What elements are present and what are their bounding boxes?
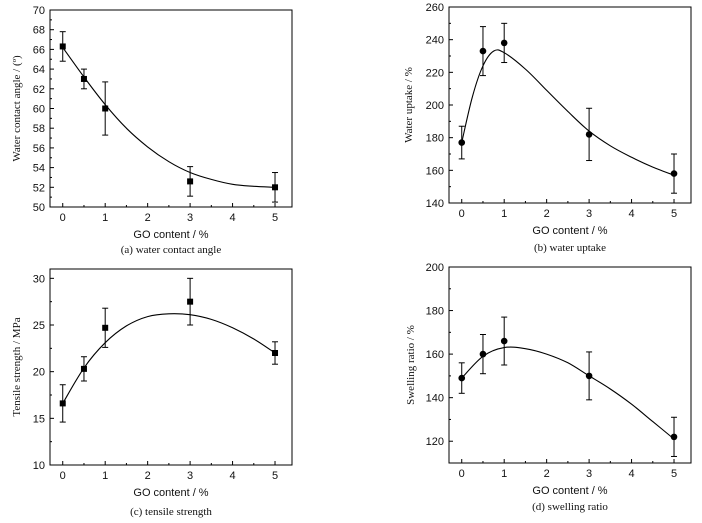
x-tick-label: 1 <box>102 470 108 482</box>
data-point <box>272 184 279 191</box>
data-point <box>458 374 466 382</box>
panel-caption: (c) tensile strength <box>130 506 212 518</box>
x-tick-label: 5 <box>272 212 278 224</box>
panel-caption: (d) swelling ratio <box>532 501 608 513</box>
y-tick-label: 160 <box>426 165 444 177</box>
y-tick-label: 240 <box>426 35 444 47</box>
x-tick-label: 2 <box>145 212 151 224</box>
y-tick-label: 54 <box>33 163 45 175</box>
y-tick-label: 200 <box>426 262 444 274</box>
y-tick-label: 70 <box>33 5 45 17</box>
y-tick-label: 60 <box>33 104 45 116</box>
y-tick-label: 68 <box>33 25 45 37</box>
plot-frame <box>448 266 692 464</box>
data-point <box>458 139 466 146</box>
y-tick-label: 10 <box>33 460 45 472</box>
data-point <box>500 337 508 345</box>
y-tick-label: 58 <box>33 123 45 135</box>
data-point <box>670 433 678 441</box>
y-tick-label: 180 <box>426 133 444 145</box>
y-tick-label: 64 <box>33 64 45 76</box>
x-tick-label: 0 <box>60 212 66 224</box>
y-tick-label: 30 <box>33 273 45 285</box>
y-tick-label: 140 <box>426 393 444 405</box>
y-tick-label: 56 <box>33 143 45 155</box>
data-point <box>187 178 194 185</box>
x-tick-label: 3 <box>187 470 193 482</box>
y-tick-label: 140 <box>426 198 444 210</box>
x-tick-label: 3 <box>187 212 193 224</box>
fit-curve <box>62 313 276 404</box>
y-tick-label: 200 <box>426 100 444 112</box>
data-point <box>102 324 109 331</box>
data-point <box>59 400 66 407</box>
y-tick-label: 180 <box>426 306 444 318</box>
plot-frame <box>49 9 293 208</box>
x-tick-label: 1 <box>501 468 507 480</box>
x-tick-label: 3 <box>586 208 592 220</box>
x-tick-label: 1 <box>501 208 507 220</box>
x-tick-label: 1 <box>102 212 108 224</box>
x-tick-label: 2 <box>145 470 151 482</box>
x-tick-label: 2 <box>544 468 550 480</box>
y-tick-label: 62 <box>33 84 45 96</box>
x-tick-label: 2 <box>544 208 550 220</box>
x-tick-label: 5 <box>671 468 677 480</box>
data-point <box>585 131 593 138</box>
y-tick-label: 120 <box>426 436 444 448</box>
data-point <box>102 105 109 112</box>
data-point <box>272 350 279 356</box>
chart-panel-3: 0 1 2 3 4 5 120 140 160 180 200 GO content / % Swell… <box>405 262 692 513</box>
panel-caption: (a) water contact angle <box>121 244 222 256</box>
y-tick-label: 66 <box>33 44 45 56</box>
x-tick-label: 0 <box>459 468 465 480</box>
x-tick-label: 3 <box>586 468 592 480</box>
y-axis-label: Tensile strength / MPa <box>11 317 23 416</box>
chart-panel-0: 0 1 2 3 4 5 50 52 54 56 58 60 62 64 66 68 70 GO content /… <box>11 5 293 256</box>
data-point <box>670 170 678 177</box>
y-axis-label: Water uptake / % <box>403 67 415 143</box>
data-point <box>479 47 487 55</box>
y-tick-label: 25 <box>33 320 45 332</box>
plot-frame <box>448 6 692 204</box>
x-tick-label: 4 <box>229 470 235 482</box>
x-axis-label: GO content / % <box>133 229 208 241</box>
data-point <box>479 350 487 358</box>
data-point <box>80 365 87 372</box>
fit-curve <box>461 346 675 440</box>
x-tick-label: 0 <box>459 208 465 220</box>
plot-frame <box>49 268 293 466</box>
fit-curve <box>461 49 675 176</box>
panel-caption: (b) water uptake <box>534 242 606 254</box>
fit-curve <box>62 47 276 188</box>
x-tick-label: 5 <box>272 470 278 482</box>
x-tick-label: 4 <box>628 468 634 480</box>
chart-panel-2: 0 1 2 3 4 5 10 15 20 25 30 GO content / % Tensile st… <box>11 268 293 518</box>
y-tick-label: 220 <box>426 67 444 79</box>
data-point <box>187 298 194 305</box>
y-tick-label: 52 <box>33 182 45 194</box>
y-tick-label: 260 <box>426 2 444 14</box>
chart-panel-1: 0 1 2 3 4 5 140 160 180 200 220 240 260 GO content / … <box>403 2 692 254</box>
y-tick-label: 15 <box>33 413 45 425</box>
data-point <box>500 39 508 47</box>
y-tick-label: 160 <box>426 349 444 361</box>
y-tick-label: 20 <box>33 367 45 379</box>
x-tick-label: 4 <box>628 208 634 220</box>
x-tick-label: 4 <box>229 212 235 224</box>
y-tick-label: 50 <box>33 202 45 214</box>
x-tick-label: 0 <box>60 470 66 482</box>
x-axis-label: GO content / % <box>532 485 607 497</box>
data-point <box>59 43 66 50</box>
x-axis-label: GO content / % <box>133 487 208 499</box>
x-axis-label: GO content / % <box>532 225 607 237</box>
data-point <box>585 372 593 380</box>
y-axis-label: Water contact angle / (º) <box>11 55 23 162</box>
x-tick-label: 5 <box>671 208 677 220</box>
y-axis-label: Swelling ratio / % <box>405 325 417 405</box>
data-point <box>80 75 87 82</box>
